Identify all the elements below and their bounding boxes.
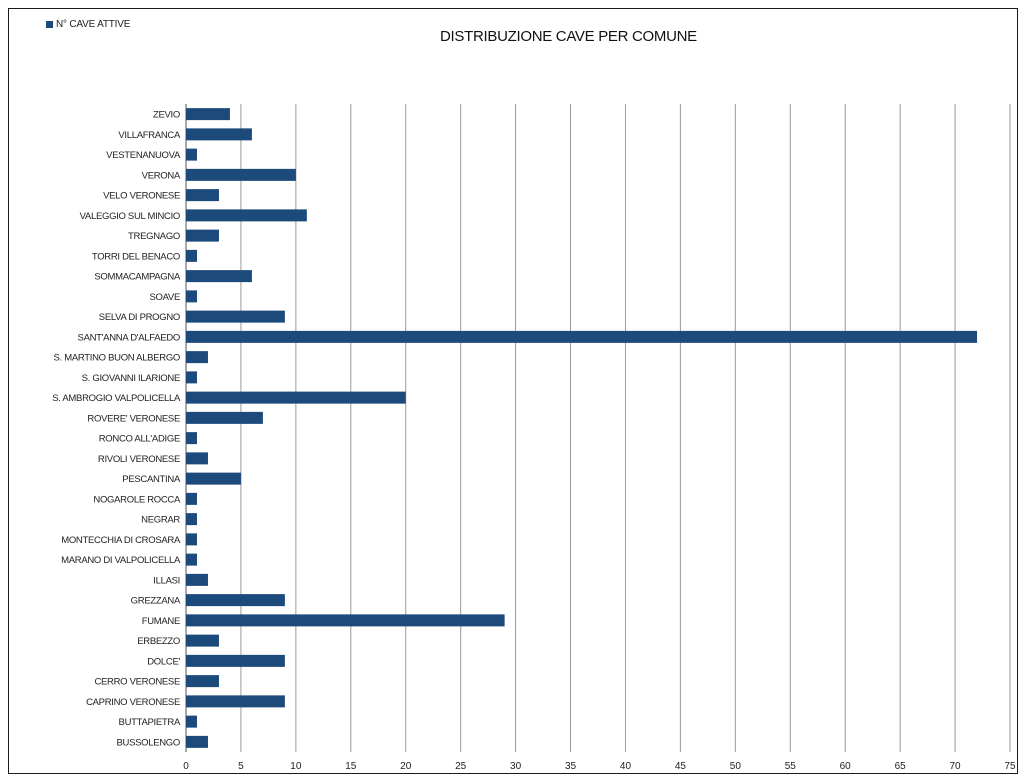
x-tick-label: 50	[730, 761, 742, 772]
category-label: ERBEZZO	[137, 636, 180, 647]
bar	[186, 715, 197, 728]
x-tick-label: 0	[183, 761, 189, 772]
category-label: SOAVE	[149, 292, 180, 303]
legend-swatch	[46, 21, 53, 28]
category-label: VILLAFRANCA	[118, 130, 181, 141]
category-label: MONTECCHIA DI CROSARA	[61, 535, 181, 546]
category-label: ZEVIO	[153, 110, 180, 121]
category-label: VERONA	[142, 170, 181, 181]
x-tick-label: 25	[455, 761, 467, 772]
category-label: BUTTAPIETRA	[119, 717, 181, 728]
bar	[186, 452, 208, 465]
bar	[186, 148, 197, 161]
category-label: VALEGGIO SUL MINCIO	[80, 211, 180, 222]
category-label: CAPRINO VERONESE	[86, 697, 180, 708]
bar	[186, 249, 197, 262]
bar	[186, 270, 252, 283]
bar	[186, 634, 219, 647]
bar	[186, 513, 197, 526]
bar	[186, 614, 505, 627]
category-label: NOGAROLE ROCCA	[93, 494, 181, 505]
bar	[186, 472, 241, 485]
category-label: SOMMACAMPAGNA	[94, 272, 181, 283]
x-tick-label: 40	[620, 761, 632, 772]
bar	[186, 432, 197, 445]
bar	[186, 573, 208, 586]
category-label: VESTENANUOVA	[106, 150, 181, 161]
x-tick-label: 5	[238, 761, 244, 772]
bar	[186, 209, 307, 222]
category-label: SANT'ANNA D'ALFAEDO	[78, 332, 180, 343]
bar	[186, 351, 208, 364]
bar	[186, 290, 197, 303]
bar	[186, 391, 406, 404]
category-label: VELO VERONESE	[103, 191, 180, 202]
x-tick-label: 75	[1004, 761, 1016, 772]
category-label: CERRO VERONESE	[94, 677, 180, 688]
category-label: TORRI DEL BENACO	[92, 251, 180, 262]
bar	[186, 310, 285, 323]
bar	[186, 492, 197, 505]
category-label: MARANO DI VALPOLICELLA	[61, 555, 181, 566]
bar	[186, 594, 285, 607]
x-tick-label: 65	[895, 761, 907, 772]
bar	[186, 411, 263, 424]
category-label: GREZZANA	[131, 596, 181, 607]
bar	[186, 695, 285, 708]
bar	[186, 330, 978, 343]
bar	[186, 675, 219, 688]
category-label: S. AMBROGIO VALPOLICELLA	[52, 393, 181, 404]
category-label: FUMANE	[142, 616, 180, 627]
chart-frame	[8, 8, 1018, 774]
category-label: TREGNAGO	[128, 231, 180, 242]
x-tick-label: 70	[950, 761, 962, 772]
legend: N° CAVE ATTIVE	[46, 19, 130, 30]
chart-title: DISTRIBUZIONE CAVE PER COMUNE	[440, 28, 697, 45]
x-tick-label: 55	[785, 761, 797, 772]
bar	[186, 229, 219, 242]
x-tick-label: 30	[510, 761, 522, 772]
x-tick-label: 60	[840, 761, 852, 772]
bar	[186, 533, 197, 546]
category-label: DOLCE'	[147, 656, 180, 667]
bar	[186, 735, 208, 748]
category-label: S. GIOVANNI ILARIONE	[82, 373, 180, 384]
category-label: RIVOLI VERONESE	[98, 454, 180, 465]
bar	[186, 654, 285, 667]
category-label: PESCANTINA	[122, 474, 181, 485]
bar	[186, 168, 296, 181]
category-label: S. MARTINO BUON ALBERGO	[54, 353, 180, 364]
bar	[186, 189, 219, 202]
legend-label: N° CAVE ATTIVE	[56, 19, 131, 30]
x-tick-label: 35	[565, 761, 577, 772]
category-label: ROVERE' VERONESE	[87, 413, 180, 424]
bar	[186, 371, 197, 384]
x-tick-label: 15	[345, 761, 357, 772]
category-label: ILLASI	[153, 575, 180, 586]
category-label: BUSSOLENGO	[116, 737, 180, 748]
x-tick-label: 45	[675, 761, 687, 772]
category-label: SELVA DI PROGNO	[99, 312, 180, 323]
bar	[186, 553, 197, 566]
category-label: NEGRAR	[141, 515, 180, 526]
category-label: RONCO ALL'ADIGE	[99, 434, 180, 445]
bar	[186, 108, 230, 121]
bar	[186, 128, 252, 141]
x-tick-label: 10	[290, 761, 302, 772]
x-tick-label: 20	[400, 761, 412, 772]
